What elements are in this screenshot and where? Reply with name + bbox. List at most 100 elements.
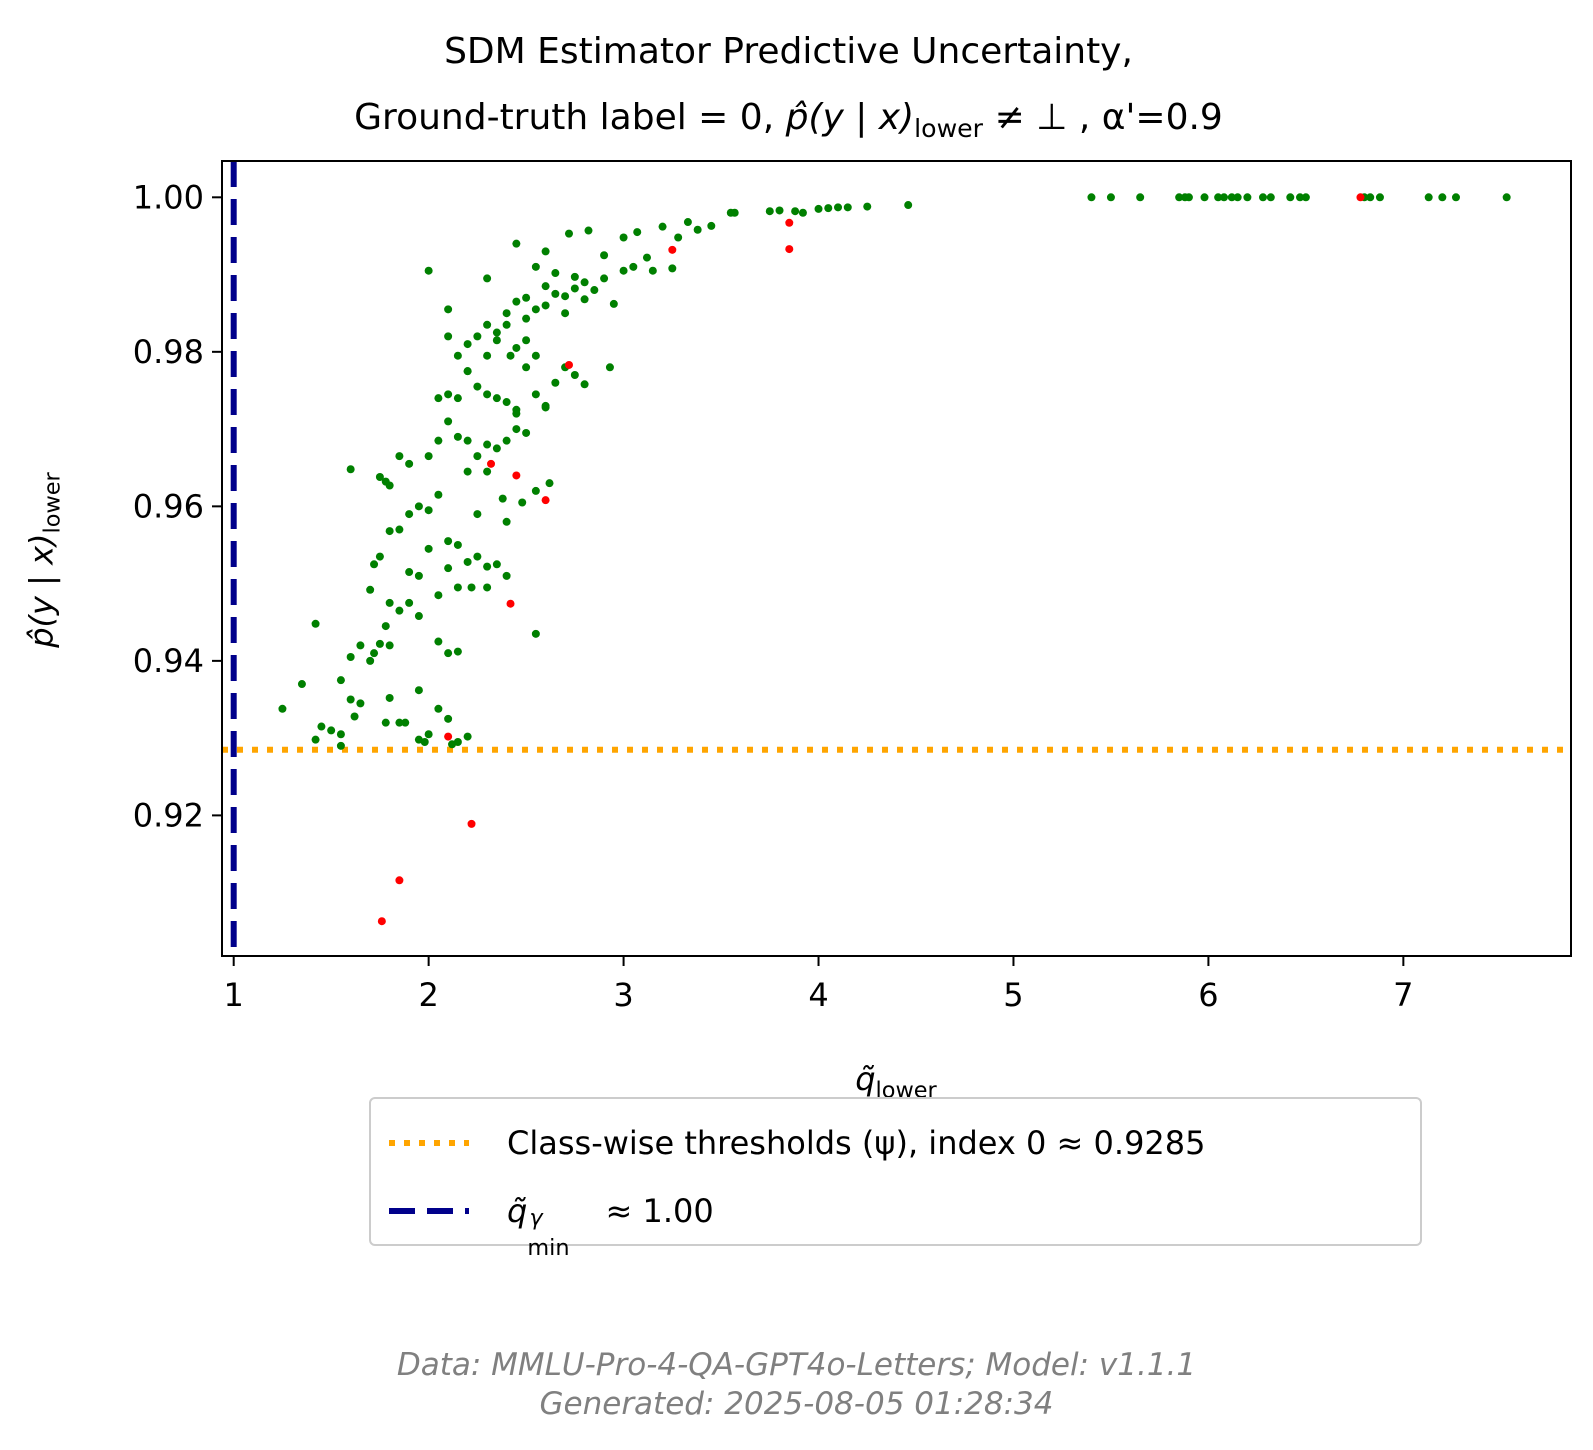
data-point-correct [1424, 193, 1433, 202]
data-point-correct [668, 264, 677, 273]
data-point-correct [424, 506, 433, 515]
data-point-correct [791, 207, 800, 216]
data-point-incorrect [395, 876, 404, 885]
data-point-correct [863, 202, 872, 211]
data-point-correct [551, 269, 560, 278]
qmin-main: q̃ [507, 1192, 528, 1230]
data-point-correct [463, 467, 472, 476]
chart-title-line-1: SDM Estimator Predictive Uncertainty, [444, 31, 1133, 72]
data-point-correct [278, 704, 287, 713]
data-point-correct [473, 452, 482, 461]
data-point-correct [375, 552, 384, 561]
x-tick-label: 6 [1198, 976, 1218, 1014]
data-point-correct [502, 571, 511, 580]
data-point-correct [502, 436, 511, 445]
data-point-correct [424, 544, 433, 553]
data-point-correct [434, 394, 443, 403]
x-axis-label-main: q̃ [855, 1060, 876, 1098]
x-tick-label: 5 [1003, 976, 1023, 1014]
qmin-line-swatch [389, 1208, 469, 1214]
data-point-correct [843, 203, 852, 212]
data-point-incorrect [377, 917, 386, 926]
x-tick-label: 2 [418, 976, 438, 1014]
data-point-correct [346, 653, 355, 662]
data-point-correct [453, 647, 462, 656]
data-point-correct [381, 718, 390, 727]
data-point-correct [531, 486, 540, 495]
data-point-correct [405, 459, 414, 468]
data-point-correct [693, 225, 702, 234]
data-point-correct [317, 722, 326, 731]
data-point-correct [551, 378, 560, 387]
data-point-incorrect [512, 471, 521, 480]
data-point-correct [467, 583, 476, 592]
data-point-correct [814, 204, 823, 213]
data-point-correct [492, 328, 501, 337]
data-point-correct [424, 452, 433, 461]
legend-qmin-label: q̃ γ min ≈ 1.00 [507, 1191, 714, 1261]
data-point-correct [473, 552, 482, 561]
data-point-correct [444, 714, 453, 723]
y-tick-label: 0.98 [133, 333, 204, 371]
data-point-correct [381, 622, 390, 631]
data-point-correct [463, 436, 472, 445]
data-point-correct [541, 282, 550, 291]
data-point-correct [531, 629, 540, 638]
data-point-correct [730, 208, 739, 217]
data-point-correct [1136, 193, 1145, 202]
data-point-correct [444, 649, 453, 658]
data-point-correct [424, 266, 433, 275]
qmin-sup: γ [529, 1205, 543, 1231]
data-point-correct [453, 583, 462, 592]
data-point-correct [492, 336, 501, 345]
legend-entry-qmin: q̃ γ min ≈ 1.00 [371, 1181, 1420, 1261]
title-math-sub: lower [914, 114, 984, 144]
legend: Class-wise thresholds (ψ), index 0 ≈ 0.9… [369, 1097, 1422, 1261]
data-point-correct [311, 735, 320, 744]
data-point-correct [564, 229, 573, 238]
data-point-correct [366, 585, 375, 594]
data-point-correct [518, 498, 527, 507]
data-point-correct [385, 527, 394, 536]
data-point-correct [506, 351, 515, 360]
data-point-correct [658, 222, 667, 231]
data-point-correct [297, 680, 306, 689]
data-point-correct [336, 676, 345, 685]
y-axis-label-sub: lower [39, 472, 66, 534]
title-suffix: ≠ ⊥ , α'=0.9 [983, 97, 1223, 138]
data-point-correct [483, 390, 492, 399]
data-point-correct [541, 247, 550, 256]
data-point-incorrect [506, 599, 515, 608]
data-point-correct [775, 206, 784, 215]
data-point-correct [395, 606, 404, 615]
axis-ticks: 1 2 3 4 5 6 7 0.92 0.94 0.96 0.98 1.00 [133, 178, 1414, 1014]
data-point-correct [633, 228, 642, 237]
data-point-correct [824, 204, 833, 213]
data-point-correct [619, 233, 628, 242]
data-point-correct [522, 363, 531, 372]
data-point-correct [619, 266, 628, 275]
data-point-incorrect [785, 245, 794, 254]
data-point-correct [765, 207, 774, 216]
data-point-correct [584, 226, 593, 235]
qmin-sub: min [527, 1235, 570, 1261]
y-axis-label-main: p̂(y | x) [22, 533, 61, 648]
data-point-correct [395, 452, 404, 461]
data-point-incorrect [1356, 193, 1365, 202]
data-point-correct [1296, 193, 1305, 202]
data-point-correct [1366, 193, 1375, 202]
data-point-correct [1451, 193, 1460, 202]
data-point-correct [473, 382, 482, 391]
data-point-correct [444, 390, 453, 399]
data-point-correct [385, 598, 394, 607]
data-point-correct [545, 479, 554, 488]
data-point-correct [1266, 193, 1275, 202]
data-point-correct [1243, 193, 1252, 202]
data-point-incorrect [444, 732, 453, 741]
data-point-correct [1087, 193, 1096, 202]
data-point-correct [434, 637, 443, 646]
data-point-correct [473, 332, 482, 341]
x-tick-label: 3 [613, 976, 633, 1014]
data-point-correct [512, 239, 521, 248]
data-point-correct [674, 233, 683, 242]
